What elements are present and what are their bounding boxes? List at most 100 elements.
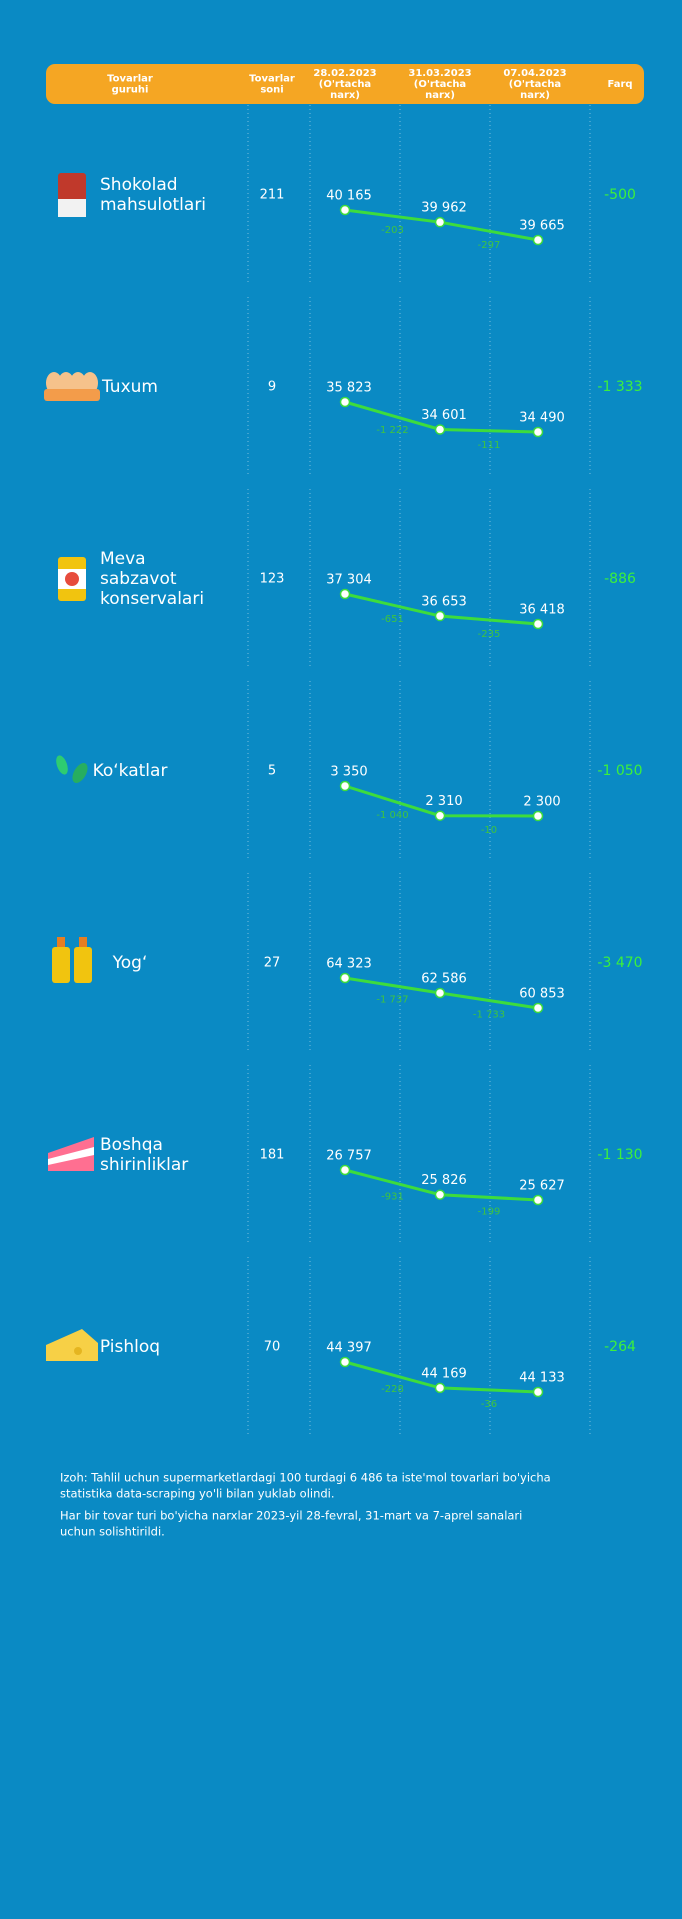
price-point xyxy=(532,234,544,246)
price-point xyxy=(339,204,351,216)
change-label: -1 733 xyxy=(473,1010,505,1021)
price-point xyxy=(339,1164,351,1176)
price-point xyxy=(434,1189,446,1200)
price-point xyxy=(434,216,446,228)
icon xyxy=(57,937,65,947)
price-label: 44 133 xyxy=(519,1371,565,1386)
header-bar xyxy=(46,64,644,104)
header-label: narx) xyxy=(425,90,455,101)
icon xyxy=(58,199,86,217)
icon xyxy=(52,947,70,983)
price-point xyxy=(339,1356,351,1368)
change-label: -199 xyxy=(478,1206,501,1217)
note: uchun solishtirildi. xyxy=(60,1525,165,1539)
header-label: (O'rtacha xyxy=(319,79,371,90)
count: 9 xyxy=(268,380,276,395)
group-name: Ko‘katlar xyxy=(93,761,168,781)
icon xyxy=(74,947,92,983)
price-label: 25 627 xyxy=(519,1179,565,1194)
group-name: Boshqa xyxy=(100,1135,163,1155)
price-point xyxy=(434,810,446,821)
group-name: Tuxum xyxy=(101,377,158,397)
price-label: 39 665 xyxy=(519,219,565,234)
header-label: narx) xyxy=(330,90,360,101)
header-label: Tovarlar xyxy=(249,74,295,85)
price-label: 40 165 xyxy=(326,189,372,204)
change-label: -1 737 xyxy=(376,995,408,1006)
group-name: Yog‘ xyxy=(112,953,148,973)
price-label: 37 304 xyxy=(326,573,372,588)
header-label: 07.04.2023 xyxy=(503,68,566,79)
price-point xyxy=(532,618,544,630)
diff: -500 xyxy=(604,187,636,203)
icon xyxy=(58,372,74,394)
note: Izoh: Tahlil uchun supermarketlardagi 10… xyxy=(60,1471,551,1485)
count: 123 xyxy=(260,572,285,587)
icon xyxy=(44,389,100,401)
group-name: Shokolad xyxy=(100,175,178,195)
price-label: 39 962 xyxy=(421,201,467,216)
icon xyxy=(46,1329,98,1361)
header-label: (O'rtacha xyxy=(509,79,561,90)
diff: -3 470 xyxy=(597,955,642,971)
icon xyxy=(70,372,86,394)
change-label: -203 xyxy=(381,225,404,236)
price-point xyxy=(532,1002,544,1014)
change-label: -10 xyxy=(481,825,497,836)
price-label: 25 826 xyxy=(421,1173,467,1188)
price-point xyxy=(434,424,446,435)
change-label: -297 xyxy=(478,240,501,251)
price-label: 44 169 xyxy=(421,1366,467,1381)
header-label: 31.03.2023 xyxy=(408,68,471,79)
price-point xyxy=(339,588,351,600)
change-label: -228 xyxy=(381,1384,404,1395)
change-label: -1 040 xyxy=(376,810,408,821)
price-label: 34 601 xyxy=(421,408,467,423)
group-name: konservalari xyxy=(100,589,204,609)
count: 27 xyxy=(264,956,281,971)
icon xyxy=(79,937,87,947)
header-label: (O'rtacha xyxy=(414,79,466,90)
icon xyxy=(65,572,79,586)
price-point xyxy=(434,987,446,999)
header-label: Farq xyxy=(607,79,632,90)
price-label: 2 300 xyxy=(523,795,560,810)
change-label: -1 222 xyxy=(376,425,408,436)
price-label: 35 823 xyxy=(326,381,372,396)
price-label: 64 323 xyxy=(326,957,372,972)
change-label: -235 xyxy=(478,629,501,640)
price-point xyxy=(339,396,351,408)
price-point xyxy=(434,610,446,622)
header-label: narx) xyxy=(520,90,550,101)
price-label: 60 853 xyxy=(519,987,565,1002)
diff: -1 333 xyxy=(597,379,642,395)
header-label: soni xyxy=(260,85,283,96)
count: 70 xyxy=(264,1340,281,1355)
header-label: Tovarlar xyxy=(107,74,153,85)
price-point xyxy=(434,1382,446,1394)
change-label: -651 xyxy=(381,614,404,625)
change-label: -111 xyxy=(478,440,501,451)
header-label: guruhi xyxy=(112,85,149,96)
group-name: Pishloq xyxy=(100,1337,160,1357)
icon xyxy=(74,1347,82,1355)
price-label: 34 490 xyxy=(519,411,565,426)
group-name: sabzavot xyxy=(100,569,177,589)
price-point xyxy=(339,972,351,984)
group-name: mahsulotlari xyxy=(100,195,206,215)
price-label: 2 310 xyxy=(425,794,462,809)
price-point xyxy=(532,1194,544,1206)
count: 5 xyxy=(268,764,276,779)
price-label: 3 350 xyxy=(330,765,367,780)
diff: -264 xyxy=(604,1339,636,1355)
change-label: -931 xyxy=(381,1191,404,1202)
diff: -886 xyxy=(604,571,636,587)
note: statistika data-scraping yo'li bilan yuk… xyxy=(60,1487,335,1501)
note: Har bir tovar turi bo'yicha narxlar 2023… xyxy=(60,1509,522,1523)
price-point xyxy=(339,780,351,792)
header-label: 28.02.2023 xyxy=(313,68,376,79)
price-label: 44 397 xyxy=(326,1341,372,1356)
price-label: 62 586 xyxy=(421,972,467,987)
